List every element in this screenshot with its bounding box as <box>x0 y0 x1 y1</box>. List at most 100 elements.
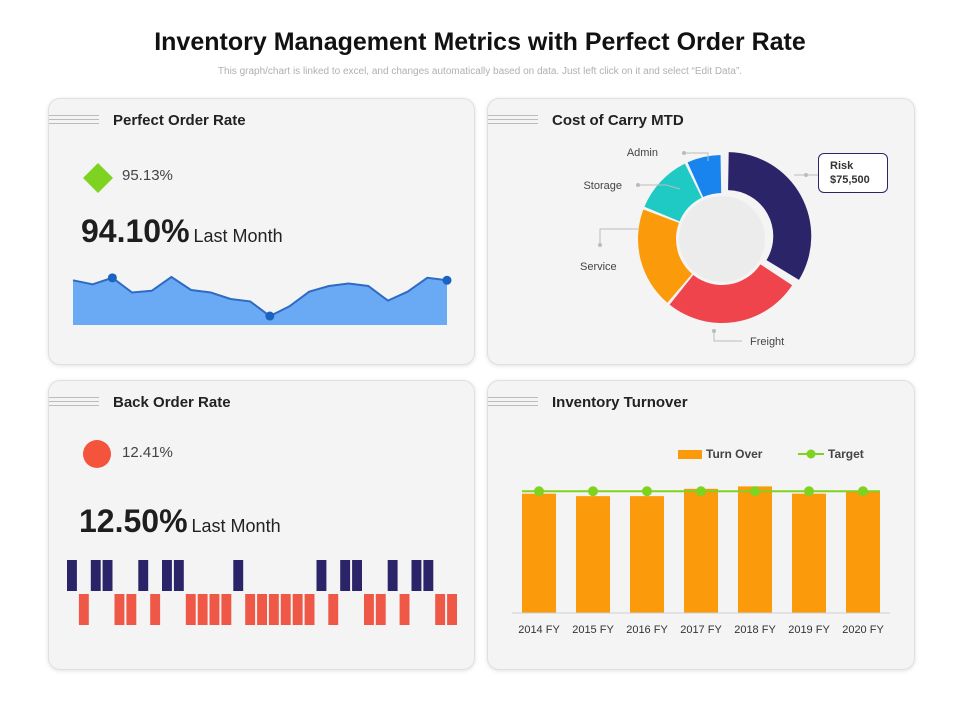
pattern-bar-up <box>233 560 244 591</box>
donut-slice-risk <box>728 152 812 280</box>
turnover-bar <box>846 491 880 613</box>
pattern-bar-up <box>173 560 184 591</box>
pattern-bar-down <box>292 594 303 625</box>
page-subtitle: This graph/chart is linked to excel, and… <box>217 66 743 77</box>
target-marker <box>750 486 760 497</box>
pattern-bar-down <box>197 594 208 625</box>
pattern-bar-down <box>185 594 196 625</box>
area-marker <box>265 311 275 321</box>
donut-label-admin: Admin <box>627 147 658 159</box>
card-lines-decoration <box>49 115 99 127</box>
perfect-order-last-month: 94.10% Last Month <box>81 213 283 250</box>
donut-slice-service <box>638 209 693 303</box>
back-order-title: Back Order Rate <box>113 394 231 411</box>
back-order-current: 12.41% <box>122 444 173 461</box>
x-tick-label: 2017 FY <box>680 624 722 636</box>
pattern-bar-down <box>447 594 457 625</box>
pattern-bar-down <box>375 594 386 625</box>
pattern-bar-down <box>126 594 137 625</box>
risk-label: Risk <box>830 160 854 172</box>
legend-turnover-label: Turn Over <box>706 447 763 461</box>
target-marker <box>696 486 706 497</box>
cost-of-carry-title: Cost of Carry MTD <box>552 112 684 129</box>
pattern-bar-up <box>102 560 113 591</box>
turnover-bar <box>630 496 664 613</box>
pattern-bar-down <box>364 594 374 625</box>
pattern-bar-down <box>114 594 125 625</box>
pattern-bar-down <box>399 594 410 625</box>
x-tick-label: 2015 FY <box>572 624 614 636</box>
pattern-bar-up <box>423 560 434 591</box>
donut-label-storage: Storage <box>583 180 622 192</box>
page-title: Inventory Management Metrics with Perfec… <box>154 28 806 56</box>
target-marker <box>588 486 598 497</box>
perfect-order-area-chart <box>72 273 452 325</box>
legend-target-marker <box>806 449 816 459</box>
legend-target-label: Target <box>828 447 864 461</box>
target-marker <box>858 486 868 497</box>
pattern-bar-down <box>150 594 161 625</box>
donut-slice-storage <box>644 163 702 222</box>
pattern-bar-up <box>138 560 149 591</box>
leader-line-freight <box>713 331 742 342</box>
pattern-bar-up <box>411 560 422 591</box>
target-marker <box>642 486 652 497</box>
pattern-bar-down <box>245 594 256 625</box>
area-marker <box>107 273 117 283</box>
donut-label-freight: Freight <box>750 336 784 348</box>
perfect-order-last-month-label: Last Month <box>193 226 283 246</box>
leader-line-admin <box>684 152 709 161</box>
area-fill <box>73 277 447 325</box>
target-marker <box>804 486 814 497</box>
pattern-bar-up <box>162 560 172 591</box>
x-tick-label: 2018 FY <box>734 624 776 636</box>
cost-of-carry-donut-chart: Admin Storage Service Freight <box>580 147 818 348</box>
pattern-bar-down <box>435 594 446 625</box>
turnover-bar <box>684 488 718 613</box>
leader-line-storage <box>638 184 681 190</box>
back-order-last-month-label: Last Month <box>191 516 281 536</box>
donut-hole <box>679 196 765 282</box>
risk-callout: Risk $75,500 <box>818 153 888 193</box>
back-order-last-month-value: 12.50% <box>79 503 188 539</box>
legend-turnover-swatch <box>678 450 702 459</box>
x-tick-label: 2016 FY <box>626 624 668 636</box>
perfect-order-title: Perfect Order Rate <box>113 112 246 129</box>
area-marker <box>442 275 452 285</box>
x-tick-label: 2014 FY <box>518 624 560 636</box>
pattern-bar-down <box>78 594 89 625</box>
card-lines-decoration <box>49 397 99 409</box>
pattern-bar-down <box>304 594 315 625</box>
donut-slice-admin <box>687 155 722 198</box>
pattern-bar-down <box>280 594 291 625</box>
pattern-bar-down <box>268 594 279 625</box>
turnover-bar <box>792 493 826 613</box>
pattern-bar-up <box>67 560 77 591</box>
leader-dot-admin <box>682 151 686 155</box>
pattern-bar-up <box>352 560 362 591</box>
back-order-card: Back Order Rate 12.41% 12.50% Last Month <box>48 380 475 670</box>
card-lines-decoration <box>488 115 538 127</box>
pattern-bar-down <box>257 594 267 625</box>
inventory-turnover-bar-chart: Turn Over Target 2014 FY 2015 FY 2016 FY 2017… <box>512 447 890 636</box>
leader-dot-risk <box>804 173 808 177</box>
card-lines-decoration <box>488 397 538 409</box>
leader-line-service <box>599 228 638 245</box>
cost-of-carry-card: Cost of Carry MTD Admin Storage Service Fre… <box>487 98 915 365</box>
pattern-bar-down <box>209 594 220 625</box>
back-order-last-month: 12.50% Last Month <box>79 503 281 540</box>
perfect-order-last-month-value: 94.10% <box>81 213 190 249</box>
leader-dot-storage <box>636 183 640 187</box>
pattern-bar-down <box>328 594 339 625</box>
pattern-bar-up <box>316 560 327 591</box>
pattern-bar-up <box>340 560 351 591</box>
risk-value: $75,500 <box>830 174 870 186</box>
donut-label-service: Service <box>580 261 617 273</box>
circle-icon <box>83 440 111 468</box>
diamond-icon <box>83 163 113 193</box>
turnover-bar <box>738 486 772 613</box>
back-order-bar-chart <box>67 560 457 625</box>
perfect-order-current: 95.13% <box>122 167 173 184</box>
x-tick-label: 2020 FY <box>842 624 884 636</box>
perfect-order-card: Perfect Order Rate 95.13% 94.10% Last Mon… <box>48 98 475 365</box>
